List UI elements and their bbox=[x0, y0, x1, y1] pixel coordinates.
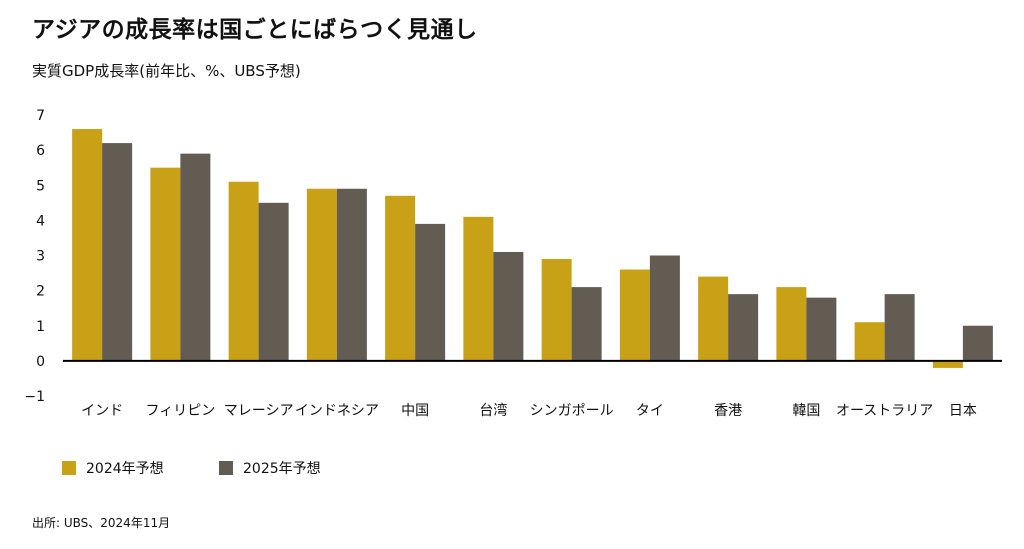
x-category-label: シンガポール bbox=[530, 403, 614, 419]
x-category-label: 日本 bbox=[949, 403, 977, 419]
y-tick-label: 3 bbox=[36, 249, 45, 265]
y-tick-label: 6 bbox=[36, 143, 45, 159]
legend-swatch-2025 bbox=[219, 461, 233, 475]
y-tick-label: 7 bbox=[36, 108, 45, 124]
bar-2025-9 bbox=[806, 297, 837, 361]
bar-2025-4 bbox=[415, 223, 446, 361]
bar-2025-11 bbox=[962, 325, 993, 361]
bar-2024-8 bbox=[698, 276, 729, 361]
x-category-label: オーストラリア bbox=[836, 403, 933, 419]
chart-source: 出所: UBS、2024年11月 bbox=[32, 516, 171, 530]
x-category-label: 中国 bbox=[401, 403, 429, 419]
bar-2025-7 bbox=[649, 255, 680, 361]
y-tick-label: 5 bbox=[36, 178, 45, 194]
bar-2025-5 bbox=[493, 251, 524, 361]
bar-2025-2 bbox=[258, 202, 289, 361]
bar-2024-5 bbox=[463, 216, 494, 361]
legend-label-2024: 2024年予想 bbox=[86, 461, 164, 477]
bar-2024-6 bbox=[541, 259, 572, 361]
bar-2024-3 bbox=[306, 188, 337, 361]
x-category-label: フィリピン bbox=[146, 403, 216, 419]
bar-2025-1 bbox=[180, 153, 211, 361]
bar-2025-8 bbox=[728, 294, 759, 361]
bar-2025-3 bbox=[336, 188, 367, 361]
x-category-label: インドネシア bbox=[295, 403, 379, 419]
x-category-label: 韓国 bbox=[792, 403, 820, 419]
y-tick-label: 1 bbox=[36, 319, 45, 335]
bar-2024-10 bbox=[854, 322, 885, 361]
bar-2024-4 bbox=[385, 195, 416, 361]
x-category-label: インド bbox=[81, 403, 123, 419]
x-category-label: タイ bbox=[636, 403, 664, 419]
legend-item-2024: 2024年予想 bbox=[62, 458, 164, 478]
bar-2024-2 bbox=[228, 181, 259, 361]
y-tick-label: −1 bbox=[24, 389, 45, 405]
bar-2024-9 bbox=[776, 287, 807, 361]
bar-2024-1 bbox=[150, 167, 181, 361]
y-tick-label: 2 bbox=[36, 284, 45, 300]
x-category-label: 台湾 bbox=[479, 402, 507, 419]
y-tick-label: 4 bbox=[36, 213, 45, 229]
bar-2025-0 bbox=[102, 143, 133, 361]
bar-2024-7 bbox=[619, 269, 650, 361]
x-category-label: 香港 bbox=[714, 403, 742, 419]
x-category-label: マレーシア bbox=[224, 403, 294, 419]
legend-item-2025: 2025年予想 bbox=[219, 458, 321, 478]
bar-2025-10 bbox=[884, 294, 915, 361]
chart-title: アジアの成長率は国ごとにばらつく見通し bbox=[32, 17, 478, 43]
legend-label-2025: 2025年予想 bbox=[243, 461, 321, 477]
bar-2025-6 bbox=[571, 287, 602, 361]
bar-2024-11 bbox=[932, 360, 963, 368]
legend-swatch-2024 bbox=[62, 461, 76, 475]
y-tick-label: 0 bbox=[36, 354, 45, 370]
bar-2024-0 bbox=[72, 129, 103, 361]
chart-subtitle: 実質GDP成長率(前年比、%、UBS予想) bbox=[32, 62, 301, 80]
